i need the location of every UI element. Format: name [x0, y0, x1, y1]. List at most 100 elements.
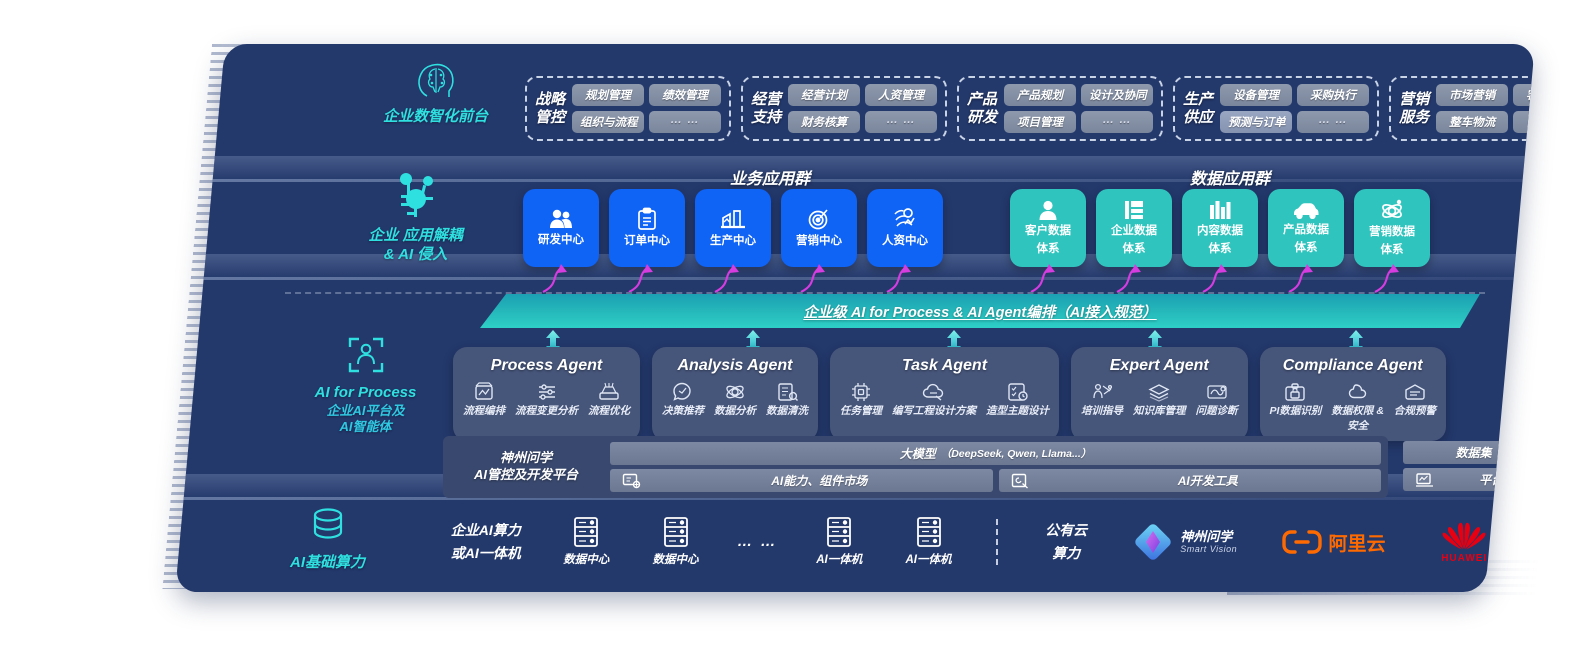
app-card-production-center[interactable]: 生产中心: [695, 189, 771, 267]
app-card-hr-center[interactable]: 人资中心: [867, 189, 943, 267]
agent-title: Analysis Agent: [677, 357, 793, 374]
platform-item-dev-tools[interactable]: AI开发工具: [998, 469, 1381, 492]
smartvision-logo: [1135, 524, 1171, 560]
infra-ai-appliance-1[interactable]: AI一体机: [795, 516, 884, 567]
flow-chart-icon: [475, 382, 493, 400]
agent-feature[interactable]: 流程编排: [463, 382, 505, 417]
decision-icon: [673, 382, 691, 401]
data-card-enterprise[interactable]: 企业数据 体系: [1096, 189, 1172, 267]
infra-label2: 或AI一体机: [450, 544, 521, 561]
data-card-product[interactable]: 产品数据 体系: [1268, 189, 1344, 267]
factory-icon: [721, 209, 745, 228]
app-card-rd-center[interactable]: 研发中心: [523, 189, 599, 267]
infra-datacenter-1[interactable]: 数据中心: [542, 516, 631, 567]
capability-cell[interactable]: 规划管理: [572, 84, 645, 106]
model-bar-sub: （DeepSeek, Qwen, Llama...）: [940, 448, 1092, 460]
agent-feature[interactable]: 流程变更分析: [515, 382, 578, 417]
capability-cell[interactable]: 经营计划: [788, 84, 861, 106]
agent-feature[interactable]: 造型主题设计: [986, 382, 1049, 417]
capability-cell[interactable]: 财务核算: [788, 111, 861, 133]
layers-icon: [1148, 384, 1170, 402]
app-card-label: 订单中心: [624, 235, 670, 248]
capability-cell[interactable]: 组织与流程: [572, 111, 645, 133]
agent-feature[interactable]: 知识库管理: [1133, 382, 1186, 417]
car-icon: [1294, 203, 1319, 220]
infra-ai-appliance-2[interactable]: AI一体机: [884, 516, 973, 567]
agent-feature[interactable]: 数据分析: [714, 382, 756, 417]
capability-cell[interactable]: 预测与订单: [1220, 111, 1293, 133]
agent-card-analysis[interactable]: Analysis Agent 决策推荐: [652, 347, 818, 442]
capability-cell[interactable]: 设计及协同: [1081, 84, 1154, 106]
group-name: 生产 供应: [1183, 91, 1213, 126]
infra-label: 数据中心: [652, 554, 699, 567]
capability-cell[interactable]: 市场营销: [1436, 84, 1509, 106]
model-bar[interactable]: 大模型 （DeepSeek, Qwen, Llama...）: [610, 442, 1381, 465]
capability-cell[interactable]: 产品规划: [1004, 84, 1077, 106]
optimize-icon: [599, 382, 619, 400]
group-name: 营销 服务: [1399, 91, 1429, 126]
capability-cell-more[interactable]: … …: [1513, 111, 1536, 133]
agent-feature[interactable]: 数据清洗: [766, 382, 808, 417]
data-card-label2: 体系: [1380, 244, 1404, 256]
platform-name: 神州问学 AI管控及开发平台: [450, 450, 602, 484]
capability-group-marketing-service[interactable]: 营销 服务 市场营销 客户关系 整车物流 … …: [1389, 76, 1536, 141]
agent-card-process[interactable]: Process Agent 流程编排: [453, 347, 640, 442]
agent-feature[interactable]: 流程优化: [588, 382, 630, 417]
logo-alicloud[interactable]: 阿里云: [1260, 529, 1409, 556]
capability-cell[interactable]: 设备管理: [1220, 84, 1293, 106]
capability-cell-more[interactable]: … …: [649, 111, 722, 133]
platform-item-component-market[interactable]: AI能力、组件市场: [610, 469, 993, 492]
ai-platform-panel: 神州问学 AI管控及开发平台 大模型 （DeepSeek, Qwen, Llam…: [443, 436, 1388, 498]
agent-feature[interactable]: 数据权限 & 安全: [1331, 382, 1384, 432]
infra-label: 企业AI算力: [450, 522, 521, 538]
capability-cell-more[interactable]: … …: [865, 111, 938, 133]
app-card-order-center[interactable]: 订单中心: [609, 189, 685, 267]
agent-feature-label: 数据清洗: [766, 405, 808, 417]
agent-feature[interactable]: 问题诊断: [1196, 382, 1238, 417]
logo-huawei[interactable]: HUAWEI: [1408, 521, 1520, 564]
data-card-marketing[interactable]: 营销数据 体系: [1354, 189, 1430, 267]
capability-cell[interactable]: 绩效管理: [649, 84, 722, 106]
capability-cell[interactable]: 整车物流: [1436, 111, 1509, 133]
capability-group-product-rd[interactable]: 产品 研发 产品规划 设计及协同 项目管理 … …: [957, 76, 1164, 141]
capability-cell[interactable]: 人资管理: [865, 84, 938, 106]
data-card-customer[interactable]: 客户数据 体系: [1010, 189, 1086, 267]
platform-item-label: AI开发工具: [1177, 474, 1238, 488]
capability-cell-more[interactable]: … …: [1297, 111, 1370, 133]
capability-group-production-supply[interactable]: 生产 供应 设备管理 采购执行 预测与订单 … …: [1173, 76, 1380, 141]
rail-label-text: AI for Process: [314, 384, 417, 401]
rail-label-text: 企业 应用解耦: [368, 227, 463, 244]
agent-feature[interactable]: PI数据识别: [1270, 382, 1321, 417]
agent-feature[interactable]: 决策推荐: [662, 382, 704, 417]
target-icon: [808, 209, 828, 230]
capability-group-strategy[interactable]: 战略 管控 规划管理 绩效管理 组织与流程 … …: [525, 76, 732, 141]
group-name-line2: 服务: [1399, 108, 1430, 126]
logo-smartvision[interactable]: 神州问学 Smart Vision: [1111, 522, 1260, 562]
capability-cell-more[interactable]: … …: [1081, 111, 1154, 133]
group-name: 战略 管控: [535, 91, 565, 126]
group-name-line2: 研发: [967, 108, 998, 126]
dataset-item-monitoring[interactable]: 平台监控: [1403, 468, 1536, 491]
dataset-bar[interactable]: 数据集 （企业数据集+专业数据集+通用知识...）: [1403, 441, 1536, 464]
data-card-content[interactable]: 内容数据 体系: [1182, 189, 1258, 267]
capability-cell[interactable]: 客户关系: [1513, 84, 1536, 106]
data-group-title: 数据应用群: [1190, 171, 1271, 188]
agent-card-compliance[interactable]: Compliance Agent PI数据识别: [1259, 347, 1446, 442]
data-card-label: 企业数据: [1111, 225, 1157, 238]
group-name-line1: 经营: [751, 91, 782, 109]
agent-feature[interactable]: 合规预警: [1394, 382, 1436, 417]
agent-feature[interactable]: 培训指导: [1081, 382, 1123, 417]
app-card-marketing-center[interactable]: 营销中心: [781, 189, 857, 267]
capability-cell[interactable]: 采购执行: [1297, 84, 1370, 106]
brain-head-icon: [417, 63, 454, 97]
agent-card-task[interactable]: Task Agent 任务管理: [830, 347, 1059, 442]
diagnose-icon: [1206, 385, 1227, 399]
infra-datacenter-2[interactable]: 数据中心: [631, 516, 720, 567]
capability-cell[interactable]: 项目管理: [1004, 111, 1077, 133]
agent-feature[interactable]: 任务管理: [840, 382, 882, 417]
logo-label: 阿里云: [1328, 533, 1386, 555]
capability-group-operations[interactable]: 经营 支持 经营计划 人资管理 财务核算 … …: [741, 76, 948, 141]
agent-card-expert[interactable]: Expert Agent 培训指导: [1071, 347, 1248, 442]
agent-feature[interactable]: 编写工程设计方案: [892, 382, 976, 417]
